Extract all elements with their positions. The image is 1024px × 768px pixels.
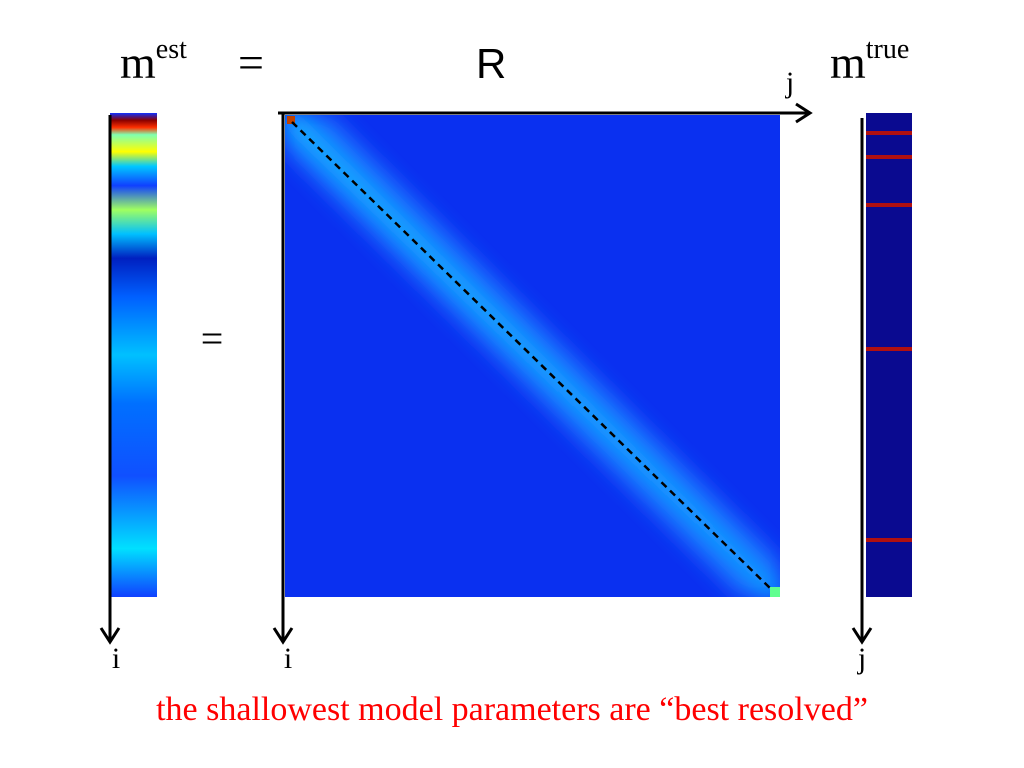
arrows <box>99 102 873 645</box>
axis-label: i <box>284 642 292 675</box>
caption: the shallowest model parameters are “bes… <box>156 691 868 728</box>
m-true: mtrue <box>830 34 909 88</box>
m-est-bar <box>110 113 157 597</box>
diagonal <box>291 121 773 591</box>
m-est: mest <box>120 34 187 88</box>
r-label: R <box>476 40 506 87</box>
middle-equals: = <box>201 316 224 361</box>
axis-label: i <box>112 642 120 675</box>
axis-label: j <box>857 642 866 675</box>
equals: = <box>238 37 264 88</box>
m-true-bar <box>866 113 912 597</box>
axis-label: j <box>785 66 794 99</box>
